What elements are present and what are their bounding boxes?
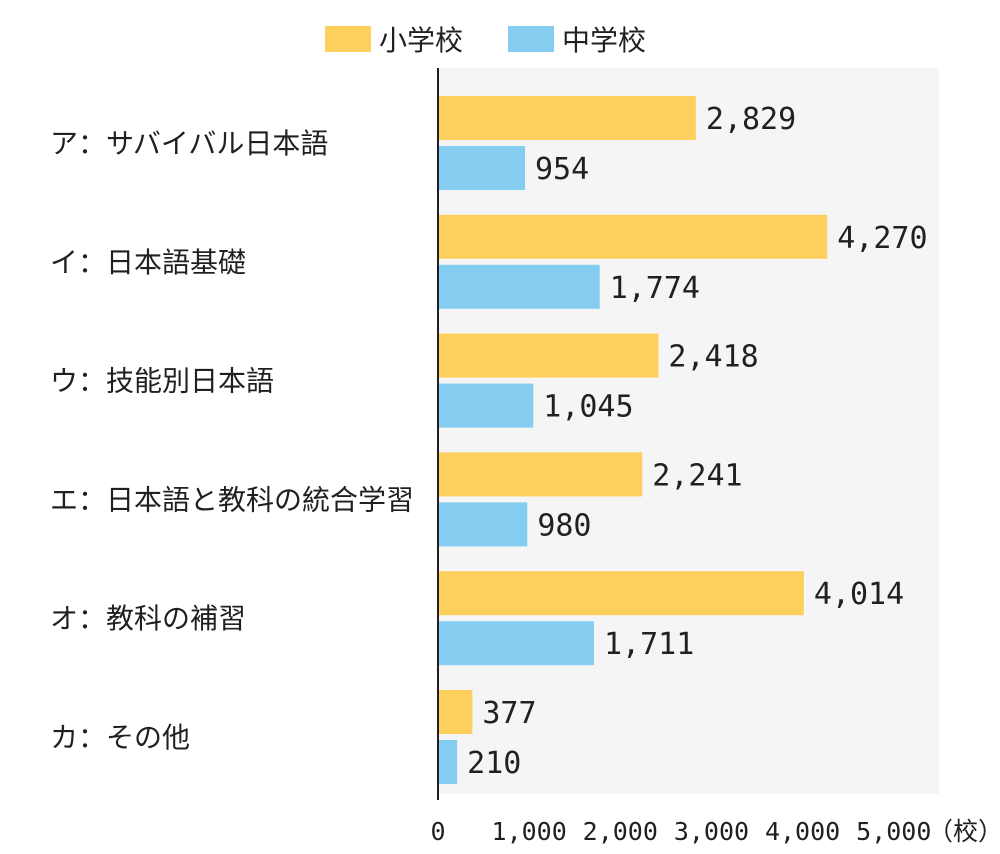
value-label-elementary: 4,270 (837, 221, 927, 256)
value-label-junior-high: 954 (535, 152, 589, 187)
x-tick-label: 3,000 (674, 817, 749, 846)
x-tick-label: 4,000 (765, 817, 840, 846)
bars (438, 96, 828, 784)
value-label-junior-high: 1,774 (610, 271, 700, 306)
x-axis-ticks: 0 1,000 2,000 3,000 4,000 5,000（校） (430, 817, 1000, 846)
bar-junior-high (438, 146, 525, 190)
bar-elementary (438, 333, 659, 378)
category-label: ウ：技能別日本語 (50, 365, 274, 398)
x-tick-label: 1,000 (492, 817, 567, 846)
x-tick-label: 2,000 (583, 817, 658, 846)
value-label-elementary: 2,829 (706, 102, 796, 137)
bar-elementary (438, 214, 828, 259)
bar-elementary (438, 571, 804, 616)
value-label-junior-high: 1,711 (604, 627, 694, 662)
bar-elementary (438, 690, 473, 734)
value-label-junior-high: 980 (537, 508, 591, 543)
legend-swatch-elementary (325, 26, 371, 52)
category-label: オ：教科の補習 (50, 602, 246, 635)
category-labels: ア：サバイバル日本語イ：日本語基礎ウ：技能別日本語エ：日本語と教科の統合学習オ：… (50, 127, 414, 754)
legend-swatch-junior-high (508, 26, 554, 52)
value-label-elementary: 377 (482, 696, 536, 731)
bar-junior-high (438, 383, 534, 428)
value-label-elementary: 2,241 (652, 458, 742, 493)
x-tick-label: 0 (430, 817, 445, 846)
x-axis-unit-label: （校） (928, 817, 1000, 846)
bar-elementary (438, 96, 696, 140)
category-label: イ：日本語基礎 (50, 246, 246, 279)
bar-junior-high (438, 740, 458, 784)
category-label: カ：その他 (50, 721, 190, 754)
value-labels: 2,829 954 4,270 1,774 2,418 1,045 2,241 980 4,01… (467, 102, 927, 781)
category-label: ア：サバイバル日本語 (50, 127, 328, 160)
bar-junior-high (438, 264, 600, 309)
value-label-elementary: 4,014 (814, 577, 904, 612)
value-label-junior-high: 210 (467, 746, 521, 781)
legend-label-junior-high: 中学校 (562, 24, 646, 57)
legend-label-elementary: 小学校 (379, 24, 463, 57)
legend: 小学校 中学校 (325, 24, 646, 57)
category-label: エ：日本語と教科の統合学習 (50, 483, 414, 516)
x-tick-label: 5,000 (856, 817, 931, 846)
bar-junior-high (438, 621, 594, 666)
value-label-junior-high: 1,045 (543, 390, 633, 425)
value-label-elementary: 2,418 (668, 340, 758, 375)
bar-elementary (438, 452, 643, 497)
bar-junior-high (438, 502, 528, 547)
